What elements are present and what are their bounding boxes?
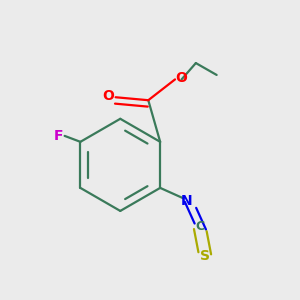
Text: C: C <box>196 220 205 233</box>
Text: O: O <box>102 89 114 103</box>
Text: N: N <box>181 194 193 208</box>
Text: F: F <box>53 129 63 143</box>
Text: S: S <box>200 249 210 263</box>
Text: O: O <box>176 71 188 85</box>
